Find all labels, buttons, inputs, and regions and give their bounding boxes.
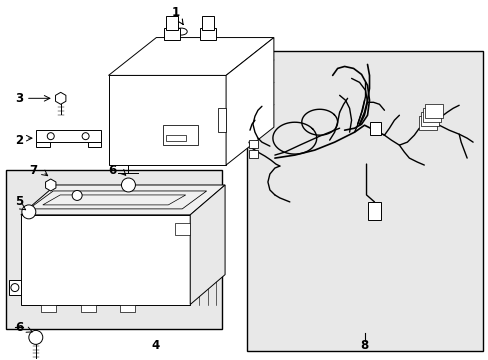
Polygon shape [6,170,222,329]
Text: 5: 5 [15,195,23,208]
Polygon shape [108,75,225,165]
Polygon shape [166,135,186,141]
Polygon shape [9,280,21,294]
Polygon shape [425,104,442,118]
Polygon shape [419,116,436,130]
Text: 2: 2 [15,134,23,147]
Polygon shape [36,130,101,142]
Ellipse shape [175,28,187,35]
Polygon shape [163,125,198,145]
Circle shape [22,205,36,219]
Polygon shape [36,142,50,147]
Polygon shape [41,305,56,312]
Polygon shape [175,223,190,235]
Text: 7: 7 [29,163,37,176]
Polygon shape [200,28,216,40]
Text: 1: 1 [171,6,183,24]
Circle shape [11,284,19,292]
Polygon shape [21,185,224,215]
Polygon shape [248,150,258,158]
Polygon shape [246,50,482,351]
Polygon shape [120,305,135,312]
Text: 3: 3 [15,92,23,105]
Polygon shape [166,15,178,30]
Polygon shape [21,215,190,305]
Polygon shape [248,140,258,148]
Polygon shape [202,15,214,30]
Circle shape [29,330,42,345]
Text: 4: 4 [151,339,159,352]
Circle shape [72,190,82,201]
Text: 6: 6 [15,321,23,334]
Polygon shape [369,122,381,135]
Circle shape [121,178,135,192]
Text: 8: 8 [360,339,368,352]
Circle shape [47,133,54,140]
Polygon shape [423,108,440,122]
Polygon shape [225,37,273,165]
Polygon shape [164,28,180,40]
Text: 6: 6 [108,163,117,176]
Polygon shape [190,185,224,305]
Polygon shape [45,179,56,191]
Polygon shape [367,202,381,220]
Polygon shape [218,108,225,132]
Polygon shape [87,142,101,147]
Polygon shape [421,112,438,126]
Polygon shape [81,305,95,312]
Polygon shape [108,37,273,75]
Circle shape [82,133,89,140]
Polygon shape [56,92,66,104]
